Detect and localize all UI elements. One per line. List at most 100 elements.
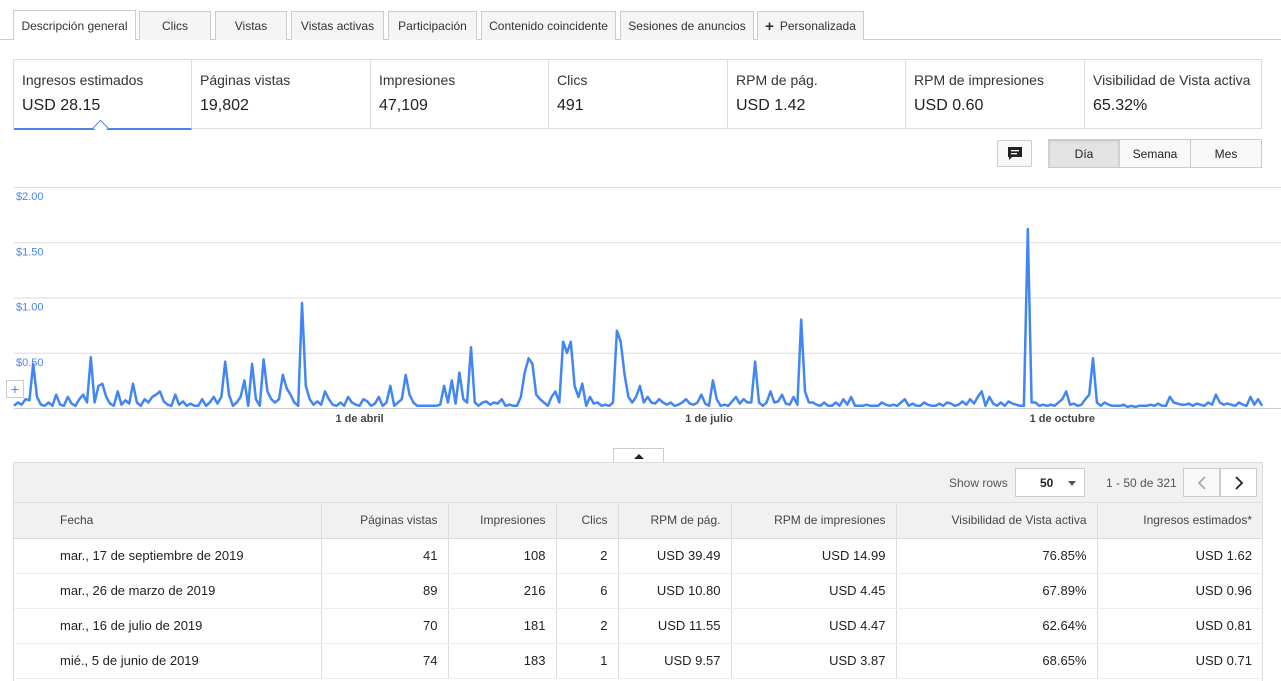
- scorecard-label: RPM de pág.: [736, 72, 818, 88]
- tab-personalizada[interactable]: + Personalizada: [757, 11, 864, 40]
- scorecard-value: USD 0.60: [914, 97, 984, 114]
- active-caret-icon: [92, 119, 109, 136]
- scorecard-rpm-impresiones[interactable]: RPM de impresiones USD 0.60: [906, 60, 1085, 128]
- annotation-button[interactable]: [997, 140, 1032, 167]
- series-line: [13, 227, 1264, 409]
- cell-impresiones: 183: [448, 643, 557, 679]
- granularity-month-button[interactable]: Mes: [1190, 139, 1262, 168]
- revenue-line-chart: $2.00 $1.50 $1.00 $0.50 1 de abril 1 de julio…: [13, 187, 1281, 425]
- report-table: Fecha Páginas vistas Impresiones Clics R…: [14, 503, 1262, 679]
- cell-clics: 6: [556, 573, 619, 609]
- column-header-visibilidad[interactable]: Visibilidad de Vista activa: [896, 503, 1098, 539]
- scorecard-rpm-pagina[interactable]: RPM de pág. USD 1.42: [728, 60, 906, 128]
- y-tick-label: $1.50: [16, 246, 44, 258]
- scorecard-label: Clics: [557, 72, 588, 88]
- scorecard-clics[interactable]: Clics 491: [549, 60, 728, 128]
- scorecard-visibilidad-vista-activa[interactable]: Visibilidad de Vista activa 65.32%: [1085, 60, 1262, 128]
- y-tick-label: $2.00: [16, 191, 44, 203]
- cell-rpm-pagina: USD 11.55: [618, 608, 732, 644]
- column-header-impresiones[interactable]: Impresiones: [448, 503, 557, 539]
- table-row: mié., 5 de junio de 2019 74 183 1 USD 9.…: [14, 643, 1262, 679]
- column-header-rpm-impresiones[interactable]: RPM de impresiones: [731, 503, 897, 539]
- column-header-ingresos-estimados[interactable]: Ingresos estimados*: [1097, 503, 1262, 539]
- column-header-fecha[interactable]: Fecha: [14, 503, 322, 539]
- tab-vistas[interactable]: Vistas: [215, 11, 287, 40]
- cell-rpm-impresiones: USD 4.47: [731, 608, 897, 644]
- scorecard-label: RPM de impresiones: [914, 72, 1044, 88]
- cell-visibilidad: 67.89%: [896, 573, 1098, 609]
- cell-clics: 2: [556, 538, 619, 574]
- cell-impresiones: 181: [448, 608, 557, 644]
- x-tick-label: 1 de octubre: [1030, 413, 1095, 425]
- cell-paginas-vistas: 74: [321, 643, 449, 679]
- comment-icon: [1007, 147, 1022, 160]
- rows-per-page-select[interactable]: 50: [1015, 468, 1085, 497]
- table-header-row: Fecha Páginas vistas Impresiones Clics R…: [14, 503, 1262, 539]
- column-header-rpm-pagina[interactable]: RPM de pág.: [618, 503, 732, 539]
- y-tick-label: $1.00: [16, 302, 44, 314]
- next-page-button[interactable]: [1220, 468, 1257, 497]
- cell-ingresos: USD 0.81: [1097, 608, 1262, 644]
- table-toolbar: Show rows 50 1 - 50 de 321: [14, 463, 1262, 503]
- dropdown-arrow-icon: [1068, 481, 1076, 486]
- report-tabs: Descripción general Clics Vistas Vistas …: [0, 0, 1281, 40]
- cell-impresiones: 216: [448, 573, 557, 609]
- tab-vistas-activas[interactable]: Vistas activas: [291, 11, 384, 40]
- cell-visibilidad: 76.85%: [896, 538, 1098, 574]
- tab-descripcion-general[interactable]: Descripción general: [13, 10, 136, 40]
- cell-fecha: mar., 26 de marzo de 2019: [14, 573, 322, 609]
- tab-sesiones-de-anuncios[interactable]: Sesiones de anuncios: [620, 11, 754, 40]
- scorecard-value: 491: [557, 97, 584, 114]
- tab-contenido-coincidente[interactable]: Contenido coincidente: [481, 11, 616, 40]
- column-header-clics[interactable]: Clics: [556, 503, 619, 539]
- cell-rpm-pagina: USD 10.80: [618, 573, 732, 609]
- scorecard-ingresos-estimados[interactable]: Ingresos estimados USD 28.15: [14, 60, 192, 136]
- cell-visibilidad: 62.64%: [896, 608, 1098, 644]
- column-header-paginas-vistas[interactable]: Páginas vistas: [321, 503, 449, 539]
- collapse-chart-handle[interactable]: [613, 448, 664, 463]
- scorecard-paginas-vistas[interactable]: Páginas vistas 19,802: [192, 60, 371, 128]
- x-tick-label: 1 de julio: [685, 413, 733, 425]
- scorecard-impresiones[interactable]: Impresiones 47,109: [371, 60, 549, 128]
- triangle-up-icon: [633, 453, 644, 459]
- table-row: mar., 16 de julio de 2019 70 181 2 USD 1…: [14, 608, 1262, 644]
- scorecard-label: Impresiones: [379, 72, 456, 88]
- scorecard-label: Visibilidad de Vista activa: [1093, 72, 1251, 88]
- tab-participacion[interactable]: Participación: [388, 11, 477, 40]
- pagination-range: 1 - 50 de 321: [1106, 476, 1177, 490]
- chevron-left-icon: [1197, 475, 1206, 490]
- table-row: mar., 17 de septiembre de 2019 41 108 2 …: [14, 538, 1262, 574]
- cell-fecha: mar., 16 de julio de 2019: [14, 608, 322, 644]
- granularity-day-button[interactable]: Día: [1048, 139, 1120, 168]
- show-rows-label: Show rows: [949, 476, 1008, 490]
- chevron-right-icon: [1234, 475, 1243, 490]
- scorecard-value: USD 28.15: [22, 97, 101, 114]
- metric-scorecards: Ingresos estimados USD 28.15 Páginas vis…: [13, 59, 1262, 136]
- cell-rpm-pagina: USD 9.57: [618, 643, 732, 679]
- cell-ingresos: USD 0.96: [1097, 573, 1262, 609]
- tab-clics[interactable]: Clics: [139, 11, 211, 40]
- granularity-week-button[interactable]: Semana: [1119, 139, 1191, 168]
- cell-ingresos: USD 1.62: [1097, 538, 1262, 574]
- cell-paginas-vistas: 89: [321, 573, 449, 609]
- scorecard-value: 47,109: [379, 97, 428, 114]
- plus-icon: +: [765, 17, 774, 35]
- cell-rpm-impresiones: USD 4.45: [731, 573, 897, 609]
- cell-paginas-vistas: 41: [321, 538, 449, 574]
- cell-clics: 1: [556, 643, 619, 679]
- chart-zoom-button[interactable]: +: [6, 380, 24, 398]
- table-row: mar., 26 de marzo de 2019 89 216 6 USD 1…: [14, 573, 1262, 609]
- cell-fecha: mar., 17 de septiembre de 2019: [14, 538, 322, 574]
- previous-page-button[interactable]: [1183, 468, 1220, 497]
- cell-rpm-impresiones: USD 14.99: [731, 538, 897, 574]
- cell-rpm-pagina: USD 39.49: [618, 538, 732, 574]
- cell-clics: 2: [556, 608, 619, 644]
- cell-ingresos: USD 0.71: [1097, 643, 1262, 679]
- scorecard-value: 65.32%: [1093, 97, 1148, 114]
- report-table-panel: Show rows 50 1 - 50 de 321 Fecha Páginas…: [13, 462, 1263, 681]
- cell-visibilidad: 68.65%: [896, 643, 1098, 679]
- scorecard-label: Ingresos estimados: [22, 72, 144, 88]
- scorecard-label: Páginas vistas: [200, 72, 291, 88]
- plus-icon: +: [10, 381, 20, 397]
- cell-fecha: mié., 5 de junio de 2019: [14, 643, 322, 679]
